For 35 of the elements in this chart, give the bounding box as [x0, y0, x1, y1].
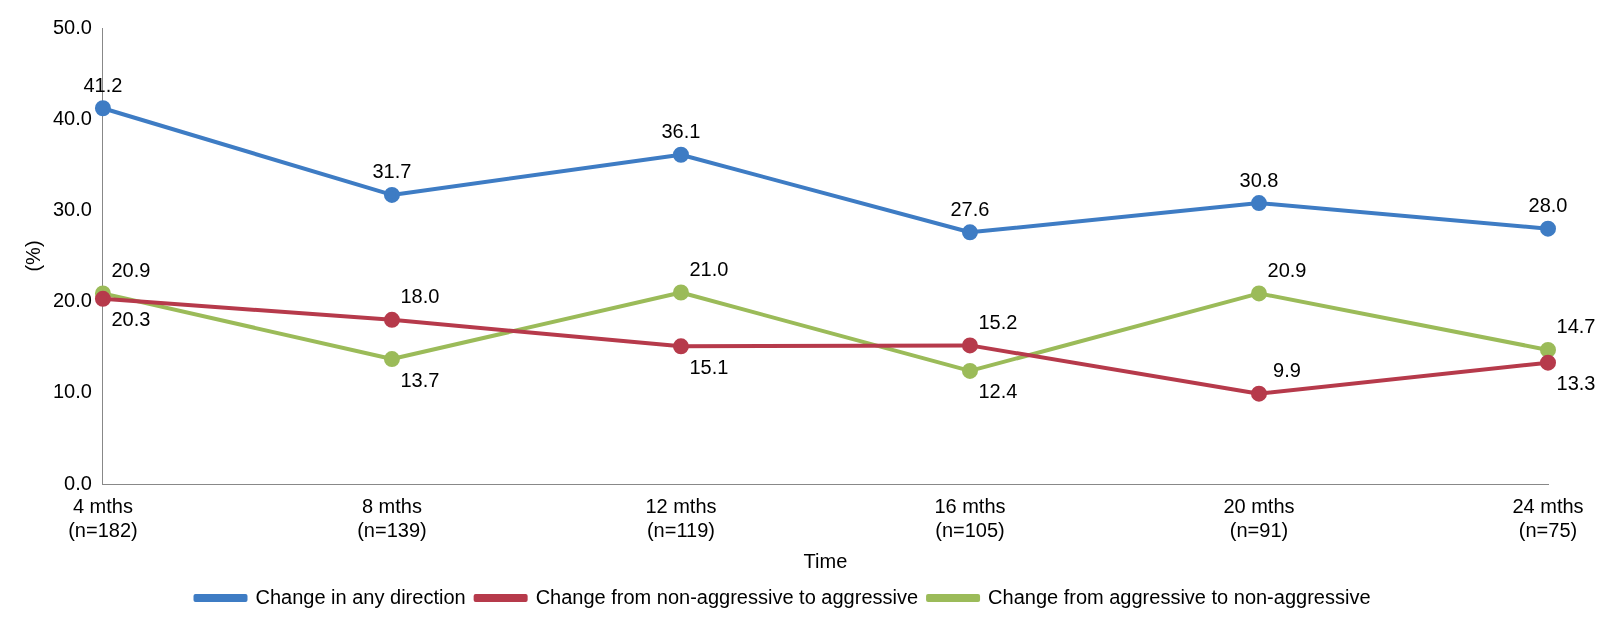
data-label: 13.7 — [400, 368, 440, 391]
y-tick-label: 10.0 — [52, 380, 92, 403]
x-tick-label: 16 mths (n=105) — [934, 494, 1006, 541]
x-tick-label: 12 mths (n=119) — [645, 494, 717, 541]
y-tick-label: 20.0 — [52, 289, 92, 312]
y-tick-label: 50.0 — [52, 15, 92, 38]
x-tick-label: 24 mths (n=75) — [1512, 494, 1584, 541]
data-label: 15.1 — [689, 355, 729, 378]
y-tick-label: 0.0 — [64, 471, 92, 494]
data-label: 18.0 — [400, 285, 440, 308]
legend-label: Change in any direction — [255, 585, 466, 608]
data-label: 27.6 — [950, 197, 990, 220]
data-label: 41.2 — [83, 73, 123, 96]
x-tick-label: 8 mths (n=139) — [357, 494, 427, 541]
x-tick-label: 4 mths (n=182) — [68, 494, 138, 541]
data-label: 28.0 — [1528, 194, 1568, 217]
data-label: 14.7 — [1556, 315, 1596, 338]
data-label: 20.3 — [111, 308, 151, 331]
y-tick-label: 30.0 — [52, 197, 92, 220]
data-label: 30.8 — [1239, 168, 1279, 191]
data-label: 12.4 — [978, 380, 1018, 403]
legend-label: Change from aggressive to non-aggressive — [988, 585, 1371, 608]
x-tick-label: 20 mths (n=91) — [1223, 494, 1295, 541]
data-label: 21.0 — [689, 258, 729, 280]
data-label: 20.9 — [111, 258, 151, 281]
y-axis-title: (%) — [21, 240, 44, 272]
data-label: 9.9 — [1273, 359, 1301, 382]
data-label: 20.9 — [1267, 258, 1307, 281]
data-label: 15.2 — [978, 310, 1018, 333]
data-label: 31.7 — [372, 160, 412, 183]
x-axis-title: Time — [803, 549, 848, 572]
legend-label: Change from non-aggressive to aggressive — [535, 585, 919, 608]
y-tick-label: 40.0 — [52, 106, 92, 129]
data-label: 36.1 — [661, 120, 701, 143]
data-label: 13.3 — [1556, 372, 1596, 395]
